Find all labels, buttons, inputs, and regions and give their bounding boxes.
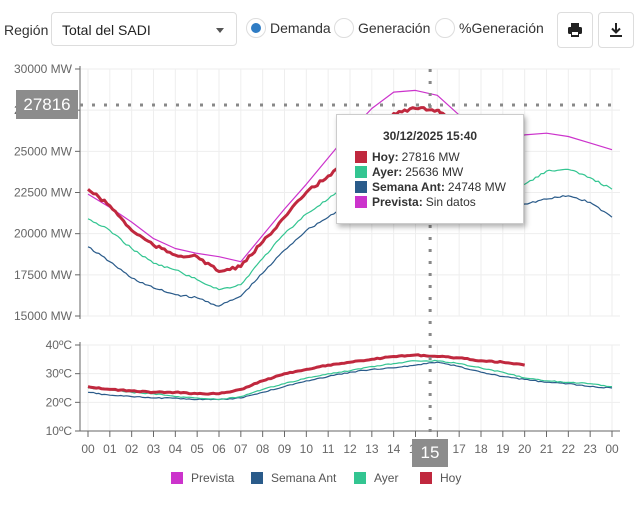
y-tick-label: 15000 MW xyxy=(14,309,73,323)
legend-label: Prevista xyxy=(191,471,235,485)
x-tick-label: 19 xyxy=(496,442,510,456)
radio-label: Generación xyxy=(358,20,431,36)
radio-porcentaje-generacion[interactable]: %Generación xyxy=(435,16,544,40)
x-tick-label: 00 xyxy=(605,442,619,456)
crosshair-y-label: 27816 xyxy=(16,90,78,119)
x-tick-label: 12 xyxy=(343,442,357,456)
region-select[interactable]: Total del SADI xyxy=(51,12,237,46)
x-tick-label: 07 xyxy=(234,442,248,456)
temp-series xyxy=(87,353,613,401)
tooltip-series-name: Ayer: xyxy=(372,164,403,179)
toolbar: Región Total del SADI Demanda Generación… xyxy=(0,0,638,60)
tooltip-series-name: Semana Ant: xyxy=(372,179,445,194)
swatch-ayer xyxy=(355,165,367,178)
tooltip-series-value: 27816 MW xyxy=(401,149,460,164)
crosshair-x-label: 15 xyxy=(412,439,448,467)
temp-line-ayer xyxy=(87,359,613,401)
print-button[interactable] xyxy=(557,12,593,48)
tooltip: 30/12/2025 15:40 Hoy: 27816 MW Ayer: 25636… xyxy=(336,114,524,224)
x-tick-label: 02 xyxy=(125,442,139,456)
x-tick-label: 10 xyxy=(300,442,314,456)
x-tick-label: 18 xyxy=(474,442,488,456)
legend: Prevista Semana Ant Ayer Hoy xyxy=(0,471,638,489)
y-tick-label: 30000 MW xyxy=(14,62,73,76)
x-tick-label: 00 xyxy=(81,442,95,456)
radio-circle[interactable] xyxy=(435,18,455,38)
tooltip-row-ayer: Ayer: 25636 MW xyxy=(355,164,523,179)
legend-item-semana-ant[interactable]: Semana Ant xyxy=(251,471,336,485)
tooltip-series-value: Sin datos xyxy=(425,194,476,209)
tooltip-series-value: 24748 MW xyxy=(447,179,506,194)
x-axis: 0001020304050607080910111213141516171819… xyxy=(80,430,620,456)
y-tick-label: 25000 MW xyxy=(14,144,73,158)
swatch-prevista xyxy=(355,195,367,208)
legend-item-prevista[interactable]: Prevista xyxy=(171,471,234,485)
x-tick-label: 11 xyxy=(322,442,335,456)
region-label: Región xyxy=(4,22,49,38)
x-tick-label: 23 xyxy=(583,442,597,456)
y-tick-label: 10ºC xyxy=(46,424,73,438)
temp-y-axis: 40ºC 30ºC 20ºC 10ºC xyxy=(46,338,81,438)
temp-line-hoy xyxy=(87,353,526,396)
tooltip-row-prevista: Prevista: Sin datos xyxy=(355,194,523,209)
legend-item-ayer[interactable]: Ayer xyxy=(354,471,398,485)
temp-grid xyxy=(80,344,620,432)
tooltip-title: 30/12/2025 15:40 xyxy=(382,129,478,143)
region-select-value: Total del SADI xyxy=(62,22,151,38)
radio-label: %Generación xyxy=(459,20,544,36)
swatch-hoy xyxy=(355,150,367,163)
radio-demanda[interactable]: Demanda xyxy=(246,16,331,40)
x-tick-label: 22 xyxy=(562,442,576,456)
y-tick-label: 40ºC xyxy=(46,338,73,352)
x-tick-label: 21 xyxy=(540,442,554,456)
legend-label: Semana Ant xyxy=(271,471,337,485)
x-tick-label: 06 xyxy=(212,442,226,456)
x-tick-label: 09 xyxy=(278,442,292,456)
y-tick-label: 20ºC xyxy=(46,395,73,409)
x-tick-label: 13 xyxy=(365,442,379,456)
x-tick-label: 03 xyxy=(147,442,161,456)
legend-label: Hoy xyxy=(440,471,462,485)
legend-swatch xyxy=(251,472,263,484)
y-tick-label: 20000 MW xyxy=(14,227,73,241)
x-tick-label: 01 xyxy=(103,442,117,456)
temp-line-semana-ant xyxy=(87,361,613,401)
x-tick-label: 08 xyxy=(256,442,270,456)
download-button[interactable] xyxy=(598,12,634,48)
print-icon xyxy=(568,23,582,37)
radio-circle[interactable] xyxy=(334,18,354,38)
chevron-down-icon xyxy=(216,28,224,33)
legend-swatch xyxy=(171,472,183,484)
x-tick-label: 05 xyxy=(190,442,204,456)
x-tick-label: 20 xyxy=(518,442,532,456)
tooltip-row-semana: Semana Ant: 24748 MW xyxy=(355,179,523,194)
swatch-semana xyxy=(355,180,367,193)
radio-label: Demanda xyxy=(270,20,331,36)
tooltip-series-name: Hoy: xyxy=(372,149,399,164)
y-tick-label: 17500 MW xyxy=(14,268,73,282)
x-tick-label: 14 xyxy=(387,442,401,456)
x-tick-label: 17 xyxy=(452,442,466,456)
download-icon xyxy=(610,23,622,37)
tooltip-row-hoy: Hoy: 27816 MW xyxy=(355,149,523,164)
tooltip-series-name: Prevista: xyxy=(372,194,423,209)
radio-generacion[interactable]: Generación xyxy=(334,16,430,40)
x-tick-label: 04 xyxy=(169,442,183,456)
y-tick-label: 30ºC xyxy=(46,367,73,381)
radio-circle-selected[interactable] xyxy=(246,18,266,38)
legend-swatch xyxy=(420,472,432,484)
legend-item-hoy[interactable]: Hoy xyxy=(420,471,461,485)
legend-swatch xyxy=(354,472,366,484)
tooltip-series-value: 25636 MW xyxy=(405,164,464,179)
legend-label: Ayer xyxy=(374,471,399,485)
series-line-hoy xyxy=(87,106,449,273)
y-tick-label: 22500 MW xyxy=(14,186,73,200)
